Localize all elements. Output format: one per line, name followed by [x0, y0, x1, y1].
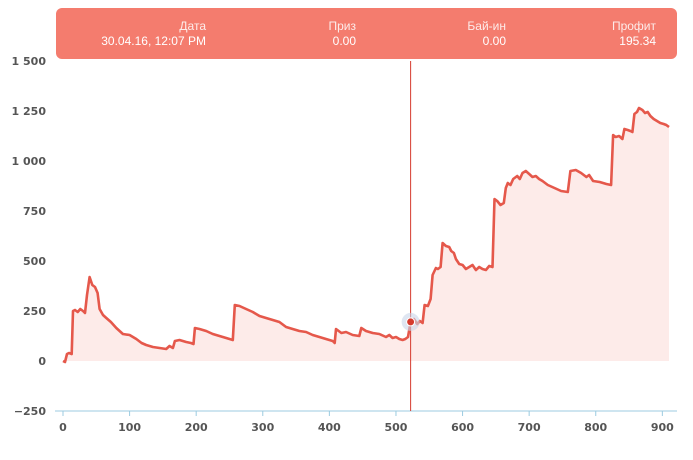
- x-tick-label: 0: [59, 421, 67, 434]
- y-tick-label: 250: [23, 305, 46, 318]
- x-tick-label: 100: [118, 421, 141, 434]
- tooltip-prize: Приз 0.00: [328, 19, 356, 49]
- x-tick-label: 700: [518, 421, 541, 434]
- y-tick-label: 1 000: [12, 155, 47, 168]
- tooltip-date: Дата 30.04.16, 12:07 PM: [101, 19, 206, 49]
- x-tick-label: 600: [451, 421, 474, 434]
- tooltip-buyin: Бай-ин 0.00: [467, 19, 506, 49]
- tooltip-panel: Дата 30.04.16, 12:07 PM Приз 0.00 Бай-ин…: [56, 8, 677, 59]
- y-tick-label: 500: [23, 255, 46, 268]
- y-tick-label: −250: [14, 405, 47, 418]
- tooltip-prize-label: Приз: [328, 19, 356, 33]
- tooltip-buyin-label: Бай-ин: [467, 19, 506, 33]
- y-tick-label: 1 250: [12, 105, 47, 118]
- tooltip-profit-label: Профит: [611, 19, 656, 33]
- tooltip-buyin-value: 0.00: [482, 34, 506, 48]
- tooltip-profit-value: 195.34: [619, 34, 656, 48]
- x-tick-label: 500: [384, 421, 407, 434]
- tooltip-prize-value: 0.00: [332, 34, 356, 48]
- x-tick-label: 900: [651, 421, 674, 434]
- x-tick-label: 800: [584, 421, 607, 434]
- x-tick-label: 200: [185, 421, 208, 434]
- x-tick-label: 300: [251, 421, 274, 434]
- y-tick-label: 1 500: [12, 55, 47, 68]
- y-tick-label: 0: [38, 355, 46, 368]
- tooltip-date-value: 30.04.16, 12:07 PM: [101, 34, 206, 48]
- tooltip-date-label: Дата: [179, 19, 206, 33]
- highlight-point: [406, 317, 416, 327]
- profit-area-fill: [63, 108, 669, 362]
- x-tick-label: 400: [318, 421, 341, 434]
- tooltip-profit: Профит 195.34: [612, 19, 656, 49]
- y-tick-label: 750: [23, 205, 46, 218]
